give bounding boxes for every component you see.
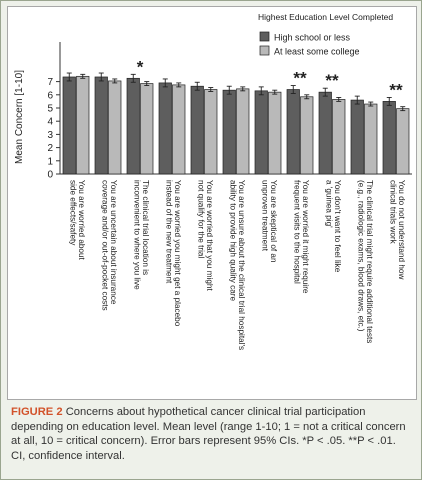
x-tick-label: You do not understand howclinical trials…: [388, 180, 406, 279]
error-bar: [336, 96, 342, 102]
x-tick-label: You are worried that you mightnot qualif…: [196, 180, 214, 291]
error-bar: [80, 73, 86, 79]
y-tick-label: 7: [47, 77, 53, 88]
x-tick-label: You are uncertain about insurancecoverag…: [100, 180, 118, 311]
error-bar: [226, 85, 232, 95]
bar: [300, 96, 314, 175]
bar: [268, 91, 282, 175]
bar: [140, 83, 154, 175]
error-bar: [208, 87, 214, 92]
bar: [158, 82, 172, 175]
bar: [236, 88, 250, 175]
error-bar: [354, 95, 360, 105]
bar: [172, 84, 186, 175]
bar: [318, 91, 332, 175]
x-tick-label: You don't want to feel likea 'guinea pig…: [324, 180, 342, 273]
bar: [382, 101, 396, 175]
bar: [332, 99, 346, 175]
bar: [364, 103, 378, 175]
significance-marker: **: [389, 80, 403, 99]
chart: Mean Concern [1-10] Highest Education Le…: [14, 12, 412, 350]
bar: [350, 99, 364, 175]
legend-swatch: [259, 31, 270, 42]
x-tick-label: You are worried it might requirefrequent…: [292, 180, 310, 294]
error-bar: [98, 72, 104, 82]
x-tick-label: You are worried you might get a placeboi…: [164, 180, 182, 327]
significance-marker: **: [325, 71, 339, 90]
caption-text: Concerns about hypothetical cancer clini…: [11, 406, 406, 462]
error-bar: [162, 78, 168, 88]
error-bar: [400, 106, 406, 112]
y-tick-label: 1: [47, 156, 53, 167]
bar: [204, 89, 218, 175]
legend-label: At least some college: [274, 47, 360, 57]
bar: [76, 75, 90, 175]
y-tick-label: 5: [47, 104, 53, 115]
y-tick-label: 4: [47, 117, 53, 128]
figure-label: FIGURE 2: [11, 406, 63, 418]
x-tick-label: The clinical trial might require additio…: [356, 180, 374, 343]
error-bar: [258, 86, 264, 96]
error-bar: [66, 72, 72, 82]
bar: [190, 85, 204, 175]
y-axis-title: Mean Concern [1-10]: [14, 70, 25, 164]
y-tick-label: 3: [47, 130, 53, 141]
error-bar: [322, 87, 328, 97]
bar: [108, 80, 122, 175]
chart-box: Mean Concern [1-10] Highest Education Le…: [7, 6, 417, 400]
error-bar: [130, 73, 136, 83]
caption: FIGURE 2 Concerns about hypothetical can…: [11, 405, 413, 463]
error-bar: [272, 89, 278, 95]
y-tick-label: 0: [47, 170, 53, 181]
x-tick-label: You are worried aboutside effects/safety: [68, 180, 86, 261]
bar: [62, 76, 76, 175]
error-bar: [304, 94, 310, 100]
error-bar: [176, 82, 182, 88]
bar: [396, 108, 410, 175]
error-bar: [368, 101, 374, 107]
y-tick-label: 2: [47, 143, 53, 154]
bar: [286, 89, 300, 175]
error-bar: [112, 78, 118, 84]
y-tick-label: 6: [47, 90, 53, 101]
error-bar: [144, 81, 150, 87]
bar: [126, 77, 140, 175]
bar: [222, 89, 236, 175]
error-bar: [194, 81, 200, 91]
bar: [94, 76, 108, 175]
significance-marker: **: [293, 69, 307, 88]
error-bar: [240, 86, 246, 92]
x-tick-label: You are skeptical of anunproven treatmen…: [260, 180, 278, 263]
legend-title: Highest Education Level Completed: [258, 12, 393, 22]
error-bar: [290, 85, 296, 94]
significance-marker: *: [137, 57, 144, 76]
legend-swatch: [259, 45, 270, 56]
error-bar: [386, 96, 392, 106]
legend-label: High school or less: [274, 33, 351, 43]
x-tick-label: You are unsure about the clinical trial …: [228, 180, 246, 350]
bar: [254, 90, 268, 175]
x-tick-label: The clinical trial location isinconvenie…: [132, 180, 150, 290]
